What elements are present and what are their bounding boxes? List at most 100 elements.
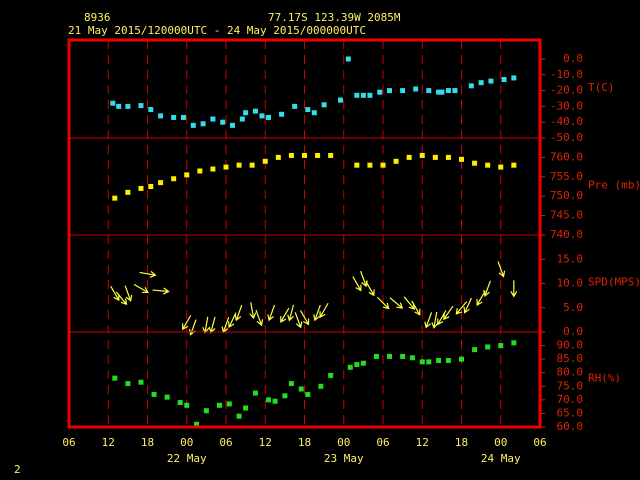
point	[459, 156, 464, 162]
date-label: 23 May	[324, 452, 364, 465]
point	[305, 391, 311, 397]
point	[112, 195, 118, 201]
point	[266, 114, 272, 120]
wind-arrow	[389, 297, 404, 309]
x-tick-label: 00	[337, 436, 350, 449]
point	[220, 119, 226, 125]
page-number: 2	[14, 463, 21, 476]
point	[110, 100, 116, 106]
point	[266, 397, 272, 403]
point	[226, 401, 232, 407]
point	[116, 103, 122, 109]
y-tick-label: 75.0	[557, 379, 584, 392]
point	[426, 359, 432, 365]
point	[445, 154, 451, 160]
point	[180, 114, 186, 120]
y-tick-label: 760.0	[550, 150, 583, 163]
point	[367, 162, 373, 168]
x-tick-label: 18	[298, 436, 311, 449]
point	[387, 353, 393, 359]
wind-arrow	[319, 302, 329, 319]
point	[259, 113, 265, 119]
point	[360, 360, 366, 366]
point	[148, 107, 154, 113]
point	[288, 381, 294, 387]
point	[354, 92, 360, 98]
point	[360, 92, 366, 98]
point	[501, 77, 507, 83]
y-tick-label: 0.0	[563, 52, 583, 65]
y-tick-label: 15.0	[557, 252, 584, 265]
x-tick-label: 06	[62, 436, 75, 449]
point	[298, 386, 304, 392]
point	[354, 162, 360, 168]
point	[275, 154, 281, 160]
point	[426, 88, 432, 94]
y-tick-label: -30.0	[550, 99, 583, 112]
point	[452, 88, 458, 94]
point	[485, 162, 491, 168]
point	[171, 114, 177, 120]
point	[345, 56, 351, 62]
point	[400, 353, 406, 359]
y-tick-label: 90.0	[557, 339, 584, 352]
point	[292, 103, 298, 109]
wind-arrow	[234, 304, 243, 322]
point	[485, 344, 491, 350]
point	[148, 184, 154, 189]
wind-arrow	[249, 302, 257, 320]
y-tick-label: -50.0	[550, 131, 583, 144]
point	[511, 340, 517, 346]
point	[328, 152, 334, 158]
y-tick-label: 755.0	[550, 170, 583, 183]
point	[488, 78, 494, 84]
wind-arrow	[365, 281, 375, 297]
point	[125, 189, 131, 195]
panel-label: Pre (mb)	[588, 179, 640, 192]
point	[279, 111, 285, 117]
point	[184, 402, 190, 408]
y-tick-label: 0.0	[563, 325, 583, 338]
wind-arrow	[431, 311, 439, 329]
y-tick-label: -10.0	[550, 68, 583, 81]
point	[151, 391, 157, 397]
wind-arrow	[510, 280, 518, 298]
point	[439, 89, 445, 95]
wind-arrow	[124, 285, 133, 302]
point	[164, 394, 170, 400]
x-tick-label: 00	[494, 436, 507, 449]
point	[305, 107, 311, 113]
wind-arrow	[133, 283, 149, 294]
wind-arrow	[280, 307, 290, 323]
point	[472, 347, 478, 353]
point	[498, 164, 504, 170]
x-tick-label: 12	[102, 436, 115, 449]
point	[236, 413, 242, 419]
point	[138, 185, 144, 191]
point	[511, 162, 517, 168]
point	[459, 356, 464, 362]
time-range: 21 May 2015/120000UTC - 24 May 2015/0000…	[68, 24, 366, 37]
x-tick-label: 12	[416, 436, 429, 449]
point	[468, 83, 474, 89]
point	[445, 88, 451, 94]
x-tick-label: 06	[219, 436, 232, 449]
point	[125, 103, 131, 109]
wind-arrow	[437, 310, 447, 326]
date-label: 24 May	[481, 452, 521, 465]
y-tick-label: -20.0	[550, 84, 583, 97]
wind-arrow	[182, 315, 192, 331]
station-id: 8936	[84, 11, 111, 24]
point	[302, 152, 307, 158]
point	[197, 168, 203, 174]
point	[216, 402, 222, 408]
x-tick-label: 06	[376, 436, 389, 449]
x-tick-label: 12	[259, 436, 272, 449]
point	[393, 158, 399, 164]
point	[158, 180, 164, 186]
point	[125, 381, 131, 387]
point	[200, 121, 206, 127]
wind-arrow	[294, 312, 303, 329]
point	[236, 162, 242, 168]
